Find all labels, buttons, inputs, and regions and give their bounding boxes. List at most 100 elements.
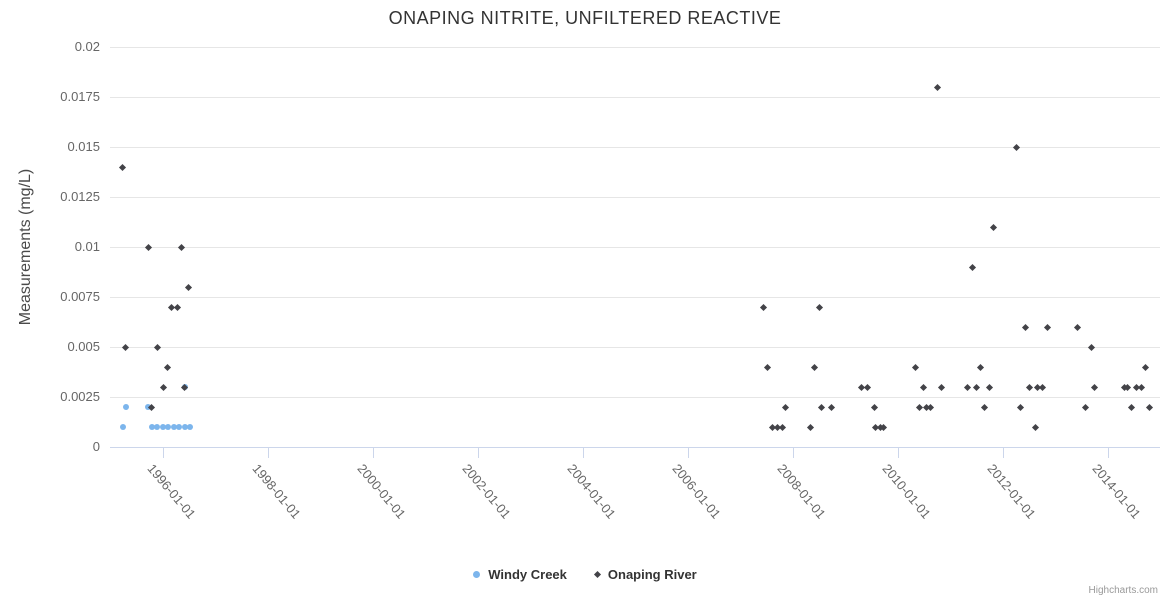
x-axis-tick xyxy=(897,448,899,458)
data-point-onaping-river[interactable] xyxy=(880,423,888,431)
grid-line xyxy=(110,147,1160,148)
grid-line xyxy=(110,397,1160,398)
data-point-onaping-river[interactable] xyxy=(964,383,972,391)
chart-title: ONAPING NITRITE, UNFILTERED REACTIVE xyxy=(388,8,782,28)
grid-line xyxy=(110,247,1160,248)
highcharts-credit[interactable]: Highcharts.com xyxy=(1088,585,1158,596)
data-point-windy-creek[interactable] xyxy=(149,424,155,430)
data-point-windy-creek[interactable] xyxy=(122,404,129,410)
data-point-onaping-river[interactable] xyxy=(763,363,771,371)
data-point-onaping-river[interactable] xyxy=(1141,363,1149,371)
data-point-onaping-river[interactable] xyxy=(121,343,129,351)
windy-creek-marker-icon xyxy=(473,571,481,578)
data-point-onaping-river[interactable] xyxy=(1082,403,1090,411)
data-point-onaping-river[interactable] xyxy=(1017,403,1025,411)
data-point-onaping-river[interactable] xyxy=(972,383,980,391)
data-point-onaping-river[interactable] xyxy=(1074,323,1082,331)
y-axis-label: 0.0175 xyxy=(60,89,100,104)
y-axis-label: 0.015 xyxy=(67,139,100,154)
data-point-onaping-river[interactable] xyxy=(160,383,168,391)
data-point-onaping-river[interactable] xyxy=(778,423,787,431)
data-point-windy-creek[interactable] xyxy=(119,424,126,430)
y-axis-label: 0 xyxy=(92,439,100,454)
data-point-onaping-river[interactable] xyxy=(1044,323,1052,331)
x-axis-tick xyxy=(372,448,374,458)
data-point-onaping-river[interactable] xyxy=(811,363,819,371)
x-axis-label: 2002-01-01 xyxy=(459,461,514,522)
data-point-onaping-river[interactable] xyxy=(1038,383,1046,391)
data-point-windy-creek[interactable] xyxy=(144,404,151,410)
x-axis-tick xyxy=(582,448,584,458)
x-axis-label: 2014-01-01 xyxy=(1089,461,1144,522)
y-axis-label: 0.005 xyxy=(67,339,100,354)
data-point-onaping-river[interactable] xyxy=(919,383,927,391)
data-point-onaping-river[interactable] xyxy=(173,303,181,311)
x-axis-label: 2004-01-01 xyxy=(564,461,619,522)
data-point-windy-creek[interactable] xyxy=(170,424,177,430)
data-point-onaping-river[interactable] xyxy=(933,83,941,91)
data-point-onaping-river[interactable] xyxy=(976,363,984,371)
data-point-onaping-river[interactable] xyxy=(1124,383,1132,391)
y-axis-label: 0.0125 xyxy=(60,189,100,204)
data-point-onaping-river[interactable] xyxy=(1091,383,1099,391)
x-axis-label: 2006-01-01 xyxy=(669,461,724,522)
legend: Windy Creek Onaping River xyxy=(0,567,1170,582)
data-point-onaping-river[interactable] xyxy=(981,403,989,411)
data-point-onaping-river[interactable] xyxy=(938,383,946,391)
grid-line xyxy=(110,297,1160,298)
data-point-onaping-river[interactable] xyxy=(870,403,878,411)
data-point-onaping-river[interactable] xyxy=(1013,143,1021,151)
data-point-onaping-river[interactable] xyxy=(968,263,976,271)
data-point-onaping-river[interactable] xyxy=(145,243,153,251)
data-point-onaping-river[interactable] xyxy=(119,163,127,171)
data-point-onaping-river[interactable] xyxy=(1031,423,1039,431)
legend-item-onaping-river[interactable]: Onaping River xyxy=(593,567,697,582)
y-axis-label: 0.02 xyxy=(74,39,100,54)
x-axis-tick xyxy=(1002,448,1004,458)
data-point-onaping-river[interactable] xyxy=(760,303,768,311)
data-point-windy-creek[interactable] xyxy=(165,424,172,430)
data-point-windy-creek[interactable] xyxy=(186,424,193,430)
data-point-windy-creek[interactable] xyxy=(175,424,182,430)
onaping-river-marker-icon xyxy=(593,570,601,579)
grid-line xyxy=(110,47,1160,48)
data-point-onaping-river[interactable] xyxy=(1021,323,1029,331)
data-point-onaping-river[interactable] xyxy=(163,363,171,371)
data-point-onaping-river[interactable] xyxy=(781,403,789,411)
data-point-onaping-river[interactable] xyxy=(147,403,156,411)
data-point-onaping-river[interactable] xyxy=(806,423,814,431)
data-point-onaping-river[interactable] xyxy=(1026,383,1034,391)
data-point-onaping-river[interactable] xyxy=(1128,403,1136,411)
y-axis-label: 0.01 xyxy=(74,239,100,254)
y-axis-label: 0.0075 xyxy=(60,289,100,304)
data-point-onaping-river[interactable] xyxy=(1138,383,1146,391)
data-point-onaping-river[interactable] xyxy=(1145,403,1154,411)
data-point-onaping-river[interactable] xyxy=(818,403,826,411)
data-point-onaping-river[interactable] xyxy=(985,383,993,391)
y-axis-label: 0.0025 xyxy=(60,389,100,404)
x-axis-label: 1998-01-01 xyxy=(249,461,304,522)
grid-line xyxy=(110,97,1160,98)
data-point-onaping-river[interactable] xyxy=(815,303,823,311)
data-point-onaping-river[interactable] xyxy=(863,383,871,391)
data-point-onaping-river[interactable] xyxy=(1088,343,1096,351)
x-axis-label: 2012-01-01 xyxy=(984,461,1039,522)
data-point-onaping-river[interactable] xyxy=(990,223,998,231)
x-axis-tick xyxy=(687,448,689,458)
x-axis-tick xyxy=(792,448,794,458)
data-point-windy-creek[interactable] xyxy=(154,424,161,430)
grid-line xyxy=(110,347,1160,348)
x-axis-tick xyxy=(1107,448,1109,458)
data-point-windy-creek[interactable] xyxy=(160,424,167,430)
data-point-onaping-river[interactable] xyxy=(154,343,162,351)
data-point-onaping-river[interactable] xyxy=(184,283,192,291)
data-point-onaping-river[interactable] xyxy=(177,243,185,251)
x-axis-label: 1996-01-01 xyxy=(144,461,199,522)
data-point-onaping-river[interactable] xyxy=(828,403,836,411)
legend-item-windy-creek[interactable]: Windy Creek xyxy=(473,567,567,582)
x-axis-line xyxy=(110,447,1160,448)
data-point-windy-creek[interactable] xyxy=(181,424,188,430)
data-point-onaping-river[interactable] xyxy=(911,363,919,371)
